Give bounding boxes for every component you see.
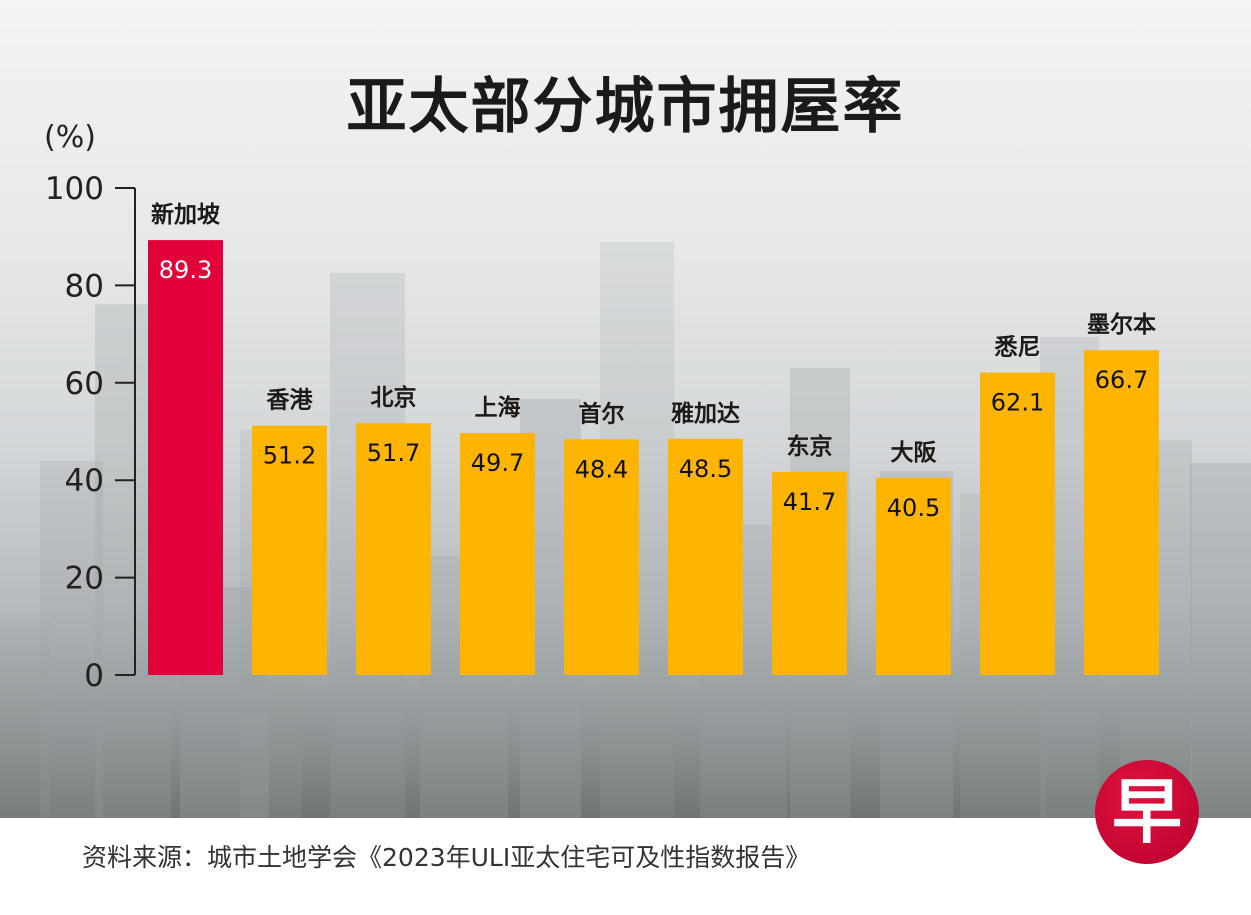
bar-value-label: 51.7 [367, 439, 420, 467]
bar [668, 438, 743, 675]
footer [0, 818, 1251, 915]
bar-value-label: 51.2 [263, 442, 316, 470]
y-tick-label: 0 [84, 658, 104, 694]
y-tick-label: 40 [65, 463, 104, 499]
bar-value-label: 49.7 [471, 449, 524, 477]
y-tick-label: 100 [45, 171, 104, 207]
category-label: 雅加达 [671, 401, 740, 427]
bar-value-label: 62.1 [991, 389, 1044, 417]
category-label: 首尔 [579, 400, 625, 427]
bar [460, 432, 535, 675]
category-label: 香港 [267, 388, 314, 414]
category-label: 墨尔本 [1087, 311, 1156, 338]
bar-value-label: 40.5 [887, 494, 940, 522]
bar [252, 425, 327, 675]
logo-glyph: 早 [1112, 771, 1182, 853]
bar-value-label: 41.7 [783, 488, 836, 516]
bar-value-label: 89.3 [159, 256, 212, 284]
category-label: 悉尼 [995, 335, 1041, 361]
category-label: 东京 [787, 433, 833, 460]
category-label: 北京 [371, 384, 417, 411]
zaobao-logo: 早 [1095, 760, 1199, 864]
bar [564, 439, 639, 675]
bar [1084, 350, 1159, 675]
bar-value-label: 66.7 [1095, 366, 1148, 394]
bar-chart: 0 20 40 60 80 100 89.3 新加坡 51.2 香港 51.7 北京 49.7 上海 48.… [0, 171, 1251, 818]
category-label: 新加坡 [151, 201, 220, 228]
chart-title: 亚太部分城市拥屋率 [346, 72, 905, 142]
bar-value-label: 48.4 [575, 455, 628, 483]
y-axis-unit: (%) [44, 120, 96, 155]
y-tick-label: 80 [65, 268, 104, 304]
background-building [40, 461, 103, 818]
background-building [1190, 463, 1251, 818]
bar [356, 423, 431, 675]
bar [876, 477, 951, 675]
background-building [0, 618, 50, 818]
y-tick-label: 20 [65, 561, 104, 597]
source-note: 资料来源：城市土地学会《2023年ULI亚太住宅可及性指数报告》 [82, 843, 811, 872]
bar [980, 372, 1055, 675]
category-label: 大阪 [891, 440, 937, 466]
category-label: 上海 [475, 394, 521, 421]
bar-value-label: 48.5 [679, 455, 732, 483]
y-tick-label: 60 [65, 366, 104, 402]
bar [148, 240, 223, 675]
bar [772, 471, 847, 675]
